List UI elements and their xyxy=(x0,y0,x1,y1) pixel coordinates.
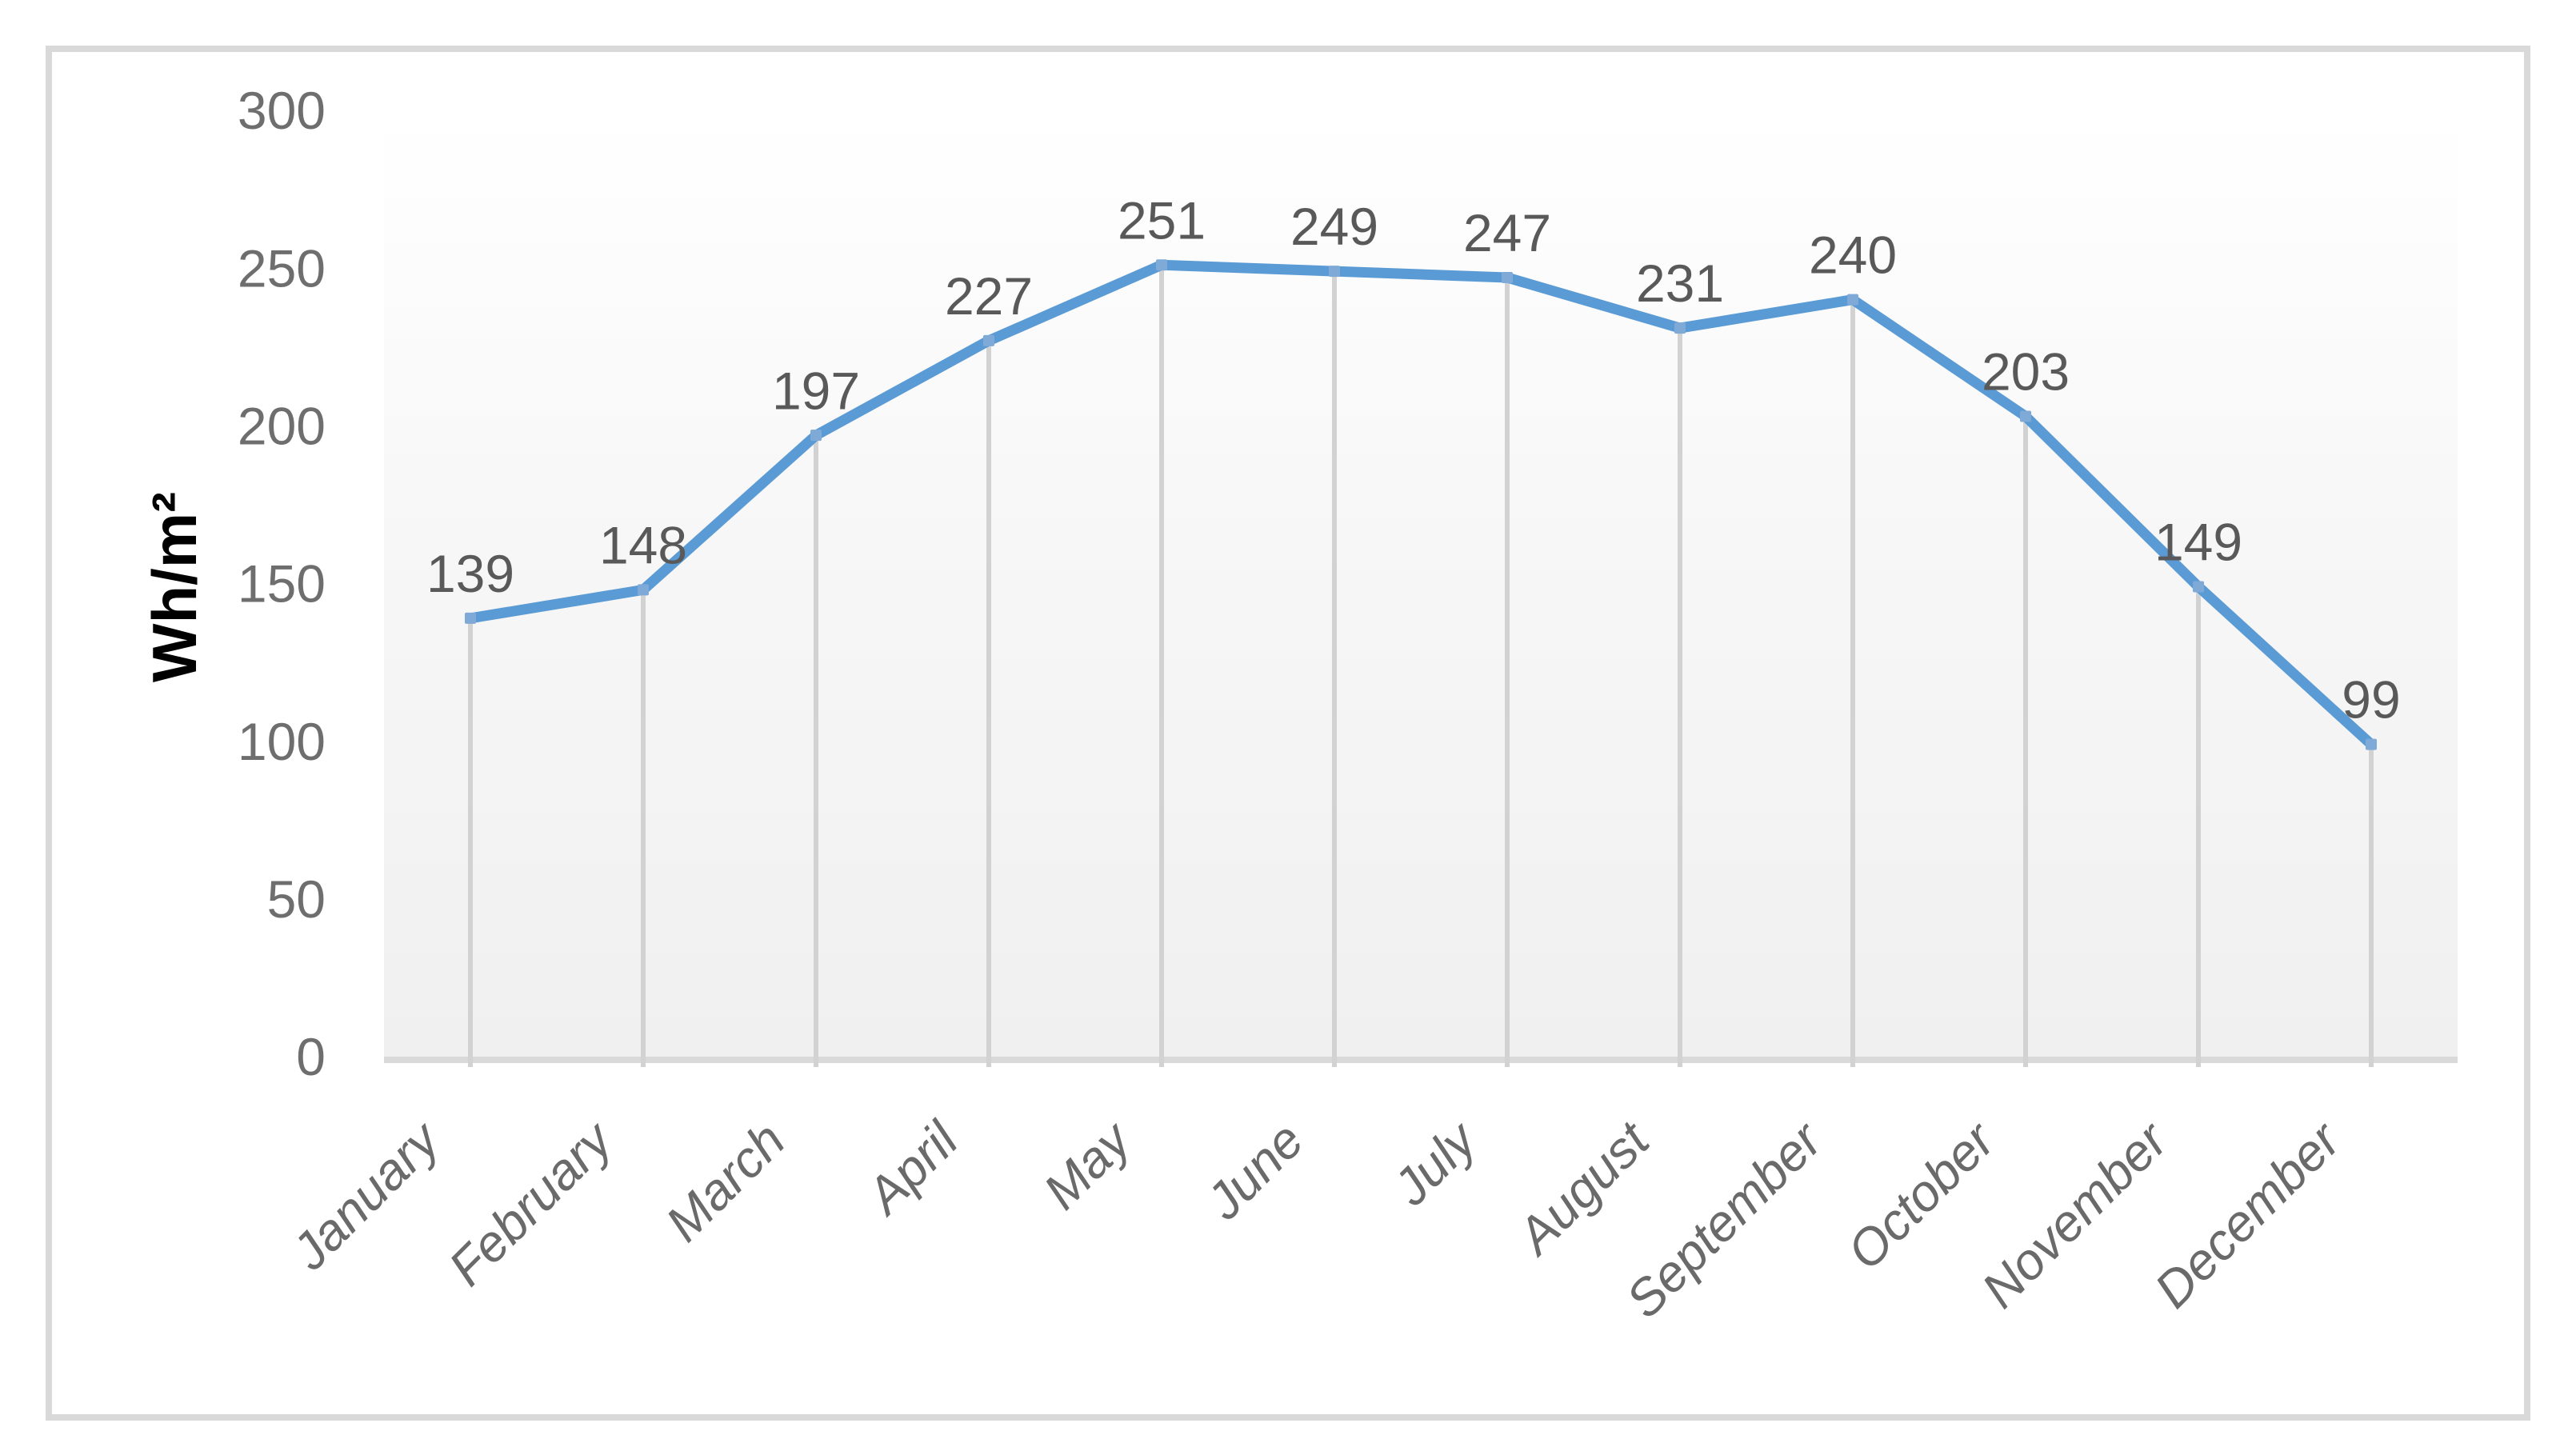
y-axis-tick-labels: 0 50 100 150 200 250 300 xyxy=(238,81,326,1086)
data-label: 139 xyxy=(426,544,514,603)
data-label: 197 xyxy=(772,361,860,420)
y-tick-label: 50 xyxy=(267,869,326,929)
data-point-marker xyxy=(1847,294,1858,306)
data-point-marker xyxy=(1502,271,1513,283)
data-point-marker xyxy=(2366,738,2377,750)
data-label: 240 xyxy=(1809,226,1897,285)
plot-area xyxy=(384,110,2458,1057)
data-label: 148 xyxy=(599,515,687,574)
data-point-marker xyxy=(465,612,476,624)
data-label: 99 xyxy=(2342,670,2400,729)
drop-lines xyxy=(468,265,2374,1067)
data-point-marker xyxy=(983,334,994,346)
data-series-line xyxy=(465,259,2377,750)
data-point-marker xyxy=(1329,266,1340,278)
data-label: 251 xyxy=(1118,190,1206,250)
data-label: 231 xyxy=(1636,254,1724,313)
x-axis-line xyxy=(384,1057,2458,1063)
y-tick-label: 300 xyxy=(238,81,326,140)
y-tick-label: 250 xyxy=(238,238,326,298)
data-point-markers xyxy=(465,259,2377,750)
data-label: 227 xyxy=(945,266,1033,326)
y-tick-label: 0 xyxy=(296,1027,326,1086)
data-labels: 139 148 197 227 251 249 247 231 240 203 149 99 xyxy=(426,190,2401,729)
data-point-marker xyxy=(2193,581,2204,593)
data-label: 247 xyxy=(1463,203,1551,262)
y-tick-label: 100 xyxy=(238,712,326,771)
data-point-marker xyxy=(1156,259,1167,271)
y-tick-label: 150 xyxy=(238,554,326,614)
data-point-marker xyxy=(810,430,822,442)
series-polyline xyxy=(465,259,2377,750)
data-point-marker xyxy=(638,584,649,596)
data-point-marker xyxy=(2020,410,2031,422)
data-point-marker xyxy=(1674,322,1686,334)
data-label: 203 xyxy=(1982,342,2070,402)
data-label: 249 xyxy=(1290,197,1378,256)
data-label: 149 xyxy=(2154,513,2242,572)
y-tick-label: 200 xyxy=(238,396,326,455)
y-axis-title: Wh/m² xyxy=(139,492,210,682)
